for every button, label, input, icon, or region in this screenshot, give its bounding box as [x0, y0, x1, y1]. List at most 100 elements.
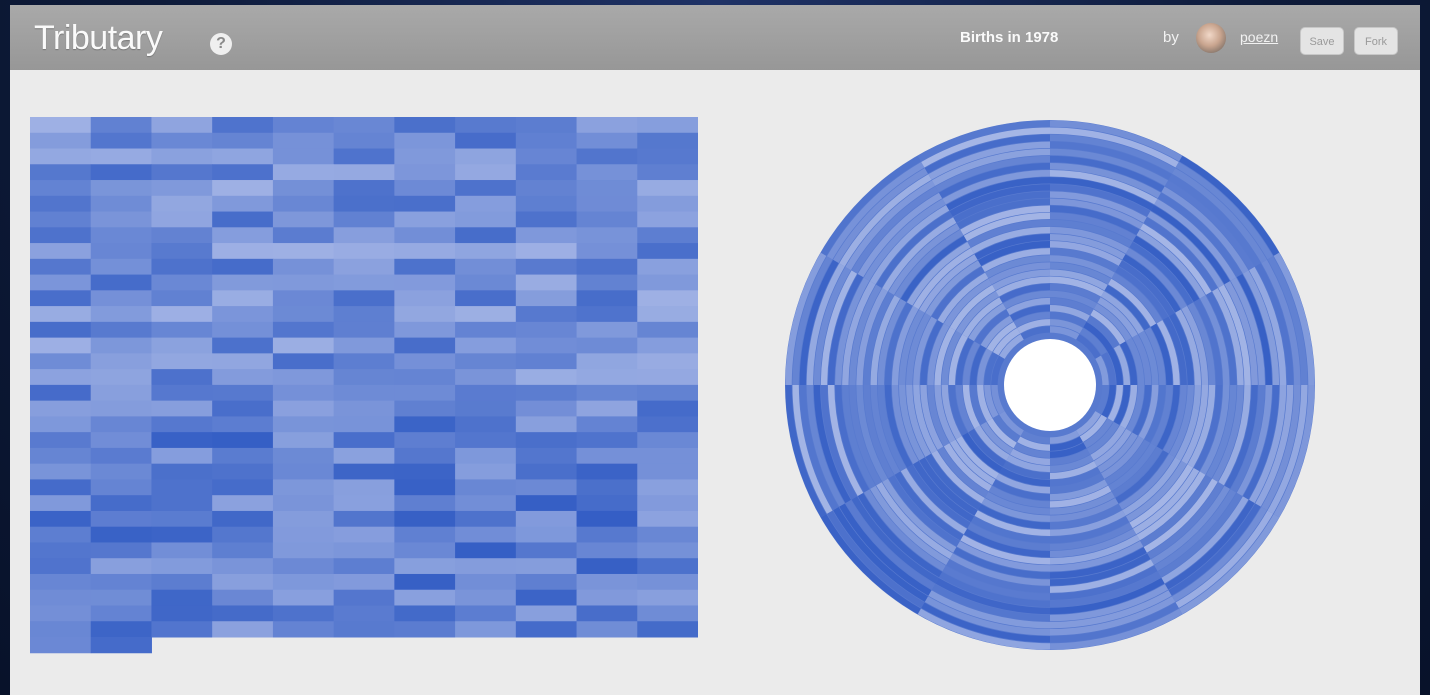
heatmap-cell	[272, 384, 335, 402]
heatmap-cell	[151, 243, 213, 260]
radial-arc	[1049, 448, 1091, 466]
radial-arc	[1143, 217, 1218, 292]
heatmap-cell	[151, 432, 213, 449]
heatmap-cell	[394, 495, 456, 512]
radial-arc	[1119, 341, 1138, 386]
heatmap-cell	[212, 416, 274, 433]
radial-arc	[995, 473, 1051, 494]
heatmap-cell	[30, 447, 92, 465]
heatmap-cell	[90, 321, 152, 339]
radial-arc	[1132, 235, 1200, 303]
heatmap-cell	[30, 337, 92, 354]
radial-arc	[1261, 259, 1301, 386]
heatmap-cell	[637, 463, 698, 480]
heatmap-cell	[576, 369, 638, 386]
heatmap-cell	[455, 243, 517, 260]
radial-arc	[924, 596, 1051, 636]
radial-arc	[1049, 534, 1140, 565]
radial-arc	[1049, 141, 1172, 180]
question-icon[interactable]: ?	[210, 33, 232, 55]
radial-arc	[984, 352, 999, 386]
heatmap-cell	[394, 605, 456, 622]
heatmap-cell	[90, 589, 152, 606]
radial-arc	[1083, 418, 1114, 449]
heatmap-cell	[30, 369, 92, 386]
heatmap-cell	[637, 447, 698, 465]
heatmap-cell	[212, 558, 274, 575]
radial-arc	[898, 309, 925, 386]
radial-arc	[962, 297, 1003, 338]
radial-arc	[1049, 269, 1108, 291]
heatmap-cell	[272, 463, 335, 480]
save-button[interactable]: Save	[1300, 27, 1344, 55]
heatmap-cell	[151, 400, 213, 417]
radial-arc	[938, 571, 1051, 608]
heatmap-cell	[333, 432, 395, 449]
heatmap-cell	[30, 117, 92, 134]
radial-arc	[999, 283, 1051, 303]
heatmap-cell	[637, 384, 698, 402]
username-link[interactable]: poezn	[1240, 29, 1279, 45]
radial-arc	[984, 384, 999, 418]
heatmap-cell	[151, 589, 213, 606]
heatmap-cell	[151, 337, 213, 354]
radial-arc	[835, 277, 870, 386]
heatmap-cell	[576, 589, 638, 606]
heatmap-cell	[30, 463, 92, 480]
heatmap-cell	[637, 479, 698, 496]
radial-arc	[1119, 384, 1138, 429]
heatmap-cell	[394, 353, 456, 370]
radial-arc	[1049, 148, 1169, 186]
radial-arc	[884, 384, 913, 468]
radial-arc	[891, 384, 919, 465]
radial-arc	[870, 384, 901, 475]
heatmap-cell	[455, 321, 517, 339]
radial-arc	[956, 435, 1000, 479]
heatmap-cell	[637, 526, 698, 543]
heatmap-cell	[272, 495, 335, 512]
heatmap-cell	[455, 117, 517, 134]
heatmap-cell	[455, 432, 517, 449]
heatmap-cell	[515, 463, 578, 480]
heatmap-cell	[576, 337, 638, 354]
heatmap-cell	[394, 337, 456, 354]
radial-arc	[870, 295, 901, 386]
heatmap-cell	[212, 353, 274, 370]
heatmap-cell	[394, 290, 456, 307]
radial-arc	[863, 198, 946, 281]
radial-center-hole	[1004, 339, 1096, 431]
heatmap-cell	[576, 621, 638, 638]
radial-arc	[946, 177, 1051, 211]
radial-arc	[882, 217, 957, 292]
heatmap-cell	[455, 211, 517, 228]
heatmap-cell	[333, 258, 395, 276]
heatmap-cell	[151, 353, 213, 370]
heatmap-cell	[394, 258, 456, 276]
brand-title[interactable]: Tributary	[34, 19, 163, 57]
radial-arc	[1187, 302, 1216, 386]
heatmap-cell	[272, 510, 335, 528]
heatmap-cell	[272, 432, 335, 449]
radial-arc	[1249, 266, 1287, 386]
heatmap-cell	[212, 605, 274, 622]
radial-arc	[1090, 309, 1126, 345]
radial-arc	[1261, 384, 1301, 511]
radial-arc	[999, 411, 1024, 436]
heatmap-cell	[30, 306, 92, 323]
heatmap-cell	[394, 164, 456, 181]
radial-arc	[1049, 510, 1126, 537]
radial-arc	[967, 522, 1051, 551]
fork-button[interactable]: Fork	[1354, 27, 1398, 55]
heatmap-cell	[455, 384, 517, 402]
radial-arc	[1169, 384, 1194, 457]
radial-arc	[986, 321, 1017, 352]
heatmap-cell	[637, 573, 698, 591]
heatmap-cell	[333, 447, 395, 465]
radial-arc	[1104, 284, 1151, 331]
heatmap-cell	[515, 148, 578, 165]
radial-arc	[1156, 384, 1180, 450]
radial-arc	[1020, 326, 1051, 340]
heatmap-cell	[30, 353, 92, 370]
heatmap-cell	[394, 321, 456, 339]
radial-arc	[906, 313, 931, 386]
